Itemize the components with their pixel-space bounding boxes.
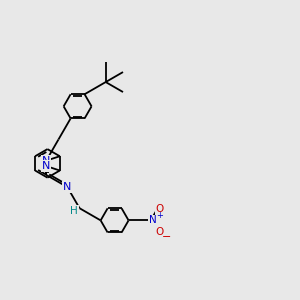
- Text: N: N: [42, 161, 50, 171]
- Text: O: O: [155, 227, 164, 237]
- Text: H: H: [70, 206, 78, 216]
- Text: +: +: [156, 211, 163, 220]
- Text: O: O: [155, 204, 164, 214]
- Text: N: N: [149, 215, 157, 225]
- Text: −: −: [161, 232, 171, 242]
- Text: N: N: [63, 182, 71, 192]
- Text: N: N: [42, 156, 50, 166]
